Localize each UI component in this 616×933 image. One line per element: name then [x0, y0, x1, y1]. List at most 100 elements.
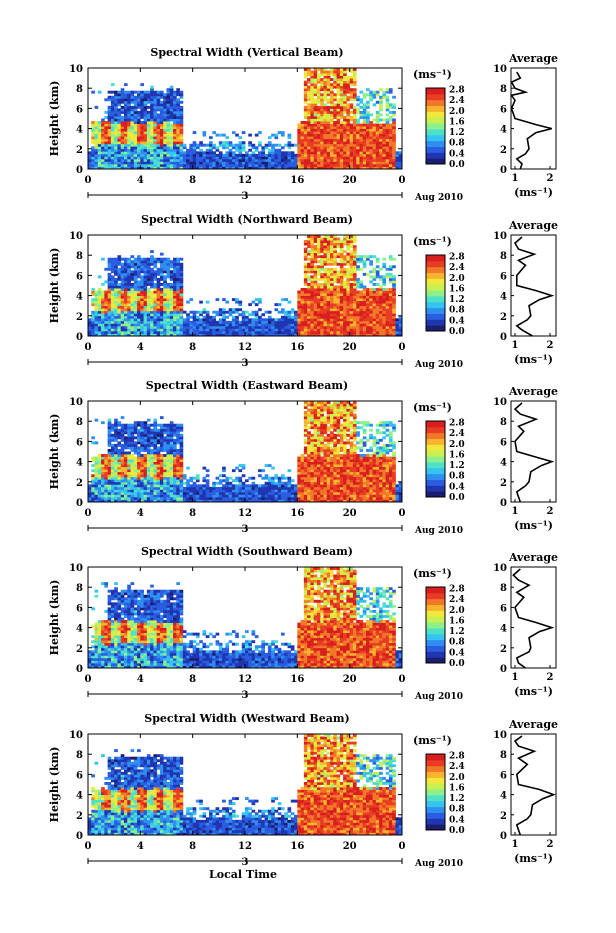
heatmap-cell: [206, 321, 210, 324]
heatmap-cell: [353, 124, 357, 127]
heatmap-cell: [346, 131, 350, 134]
heatmap-cell: [157, 331, 161, 334]
heatmap-cell: [379, 101, 383, 104]
heatmap-cell: [353, 78, 357, 81]
heatmap-cell: [144, 116, 148, 119]
heatmap-cell: [127, 439, 131, 442]
heatmap-cell: [117, 98, 121, 101]
heatmap-cell: [176, 111, 180, 114]
heatmap-cell: [327, 139, 331, 142]
heatmap-cell: [307, 313, 311, 316]
heatmap-cell: [114, 124, 118, 127]
heatmap-cell: [88, 494, 92, 497]
heatmap-cell: [170, 293, 174, 296]
heatmap-cell: [346, 245, 350, 248]
heatmap-cell: [314, 154, 318, 157]
heatmap-cell: [327, 238, 331, 241]
heatmap-cell: [131, 318, 135, 321]
heatmap-cell: [167, 151, 171, 154]
heatmap-cell: [304, 146, 308, 149]
heatmap-cell: [153, 303, 157, 306]
heatmap-cell: [131, 328, 135, 331]
heatmap-cell: [193, 154, 197, 157]
heatmap-cell: [104, 159, 108, 162]
heatmap-cell: [121, 258, 125, 261]
heatmap-cell: [157, 484, 161, 487]
heatmap-cell: [114, 482, 118, 485]
heatmap-cell: [124, 439, 128, 442]
heatmap-cell: [108, 129, 112, 132]
heatmap-cell: [183, 154, 187, 157]
heatmap-cell: [350, 141, 354, 144]
heatmap-cell: [108, 126, 112, 129]
heatmap-cell: [314, 331, 318, 334]
heatmap-cell: [340, 129, 344, 132]
heatmap-cell: [137, 131, 141, 134]
heatmap-cell: [91, 474, 95, 477]
heatmap-cell: [245, 159, 249, 162]
heatmap-cell: [376, 126, 380, 129]
heatmap-cell: [173, 275, 177, 278]
heatmap-cell: [389, 156, 393, 159]
heatmap-cell: [304, 296, 308, 299]
heatmap-cell: [356, 159, 360, 162]
heatmap-cell: [330, 101, 334, 104]
heatmap-cell: [114, 103, 118, 106]
heatmap-cell: [350, 286, 354, 289]
heatmap-cell: [137, 263, 141, 266]
heatmap-cells: [88, 68, 402, 169]
heatmap-cell: [346, 86, 350, 89]
heatmap-cell: [163, 286, 167, 289]
heatmap-cell: [238, 149, 242, 152]
heatmap-cell: [209, 141, 213, 144]
heatmap-cell: [291, 316, 295, 319]
heatmap-cell: [140, 278, 144, 281]
heatmap-cell: [337, 156, 341, 159]
heatmap-cell: [144, 449, 148, 452]
heatmap-cell: [324, 119, 328, 122]
heatmap-cell: [108, 497, 112, 500]
heatmap-cell: [343, 151, 347, 154]
heatmap-cell: [206, 328, 210, 331]
heatmap-cell: [121, 474, 125, 477]
heatmap-cell: [324, 124, 328, 127]
heatmap-cell: [153, 286, 157, 289]
heatmap-cell: [131, 477, 135, 480]
heatmap-cell: [337, 323, 341, 326]
heatmap-cell: [124, 263, 128, 266]
heatmap-cell: [268, 316, 272, 319]
heatmap-cell: [242, 323, 246, 326]
heatmap-cell: [140, 479, 144, 482]
heatmap-cell: [163, 121, 167, 124]
heatmap-cell: [209, 164, 213, 167]
heatmap-cell: [111, 301, 115, 304]
heatmap-cell: [101, 316, 105, 319]
heatmap-cell: [288, 134, 292, 137]
heatmap-cell: [147, 156, 151, 159]
heatmap-cell: [327, 283, 331, 286]
heatmap-cell: [95, 419, 99, 422]
heatmap-cell: [304, 71, 308, 74]
heatmap-cell: [144, 98, 148, 101]
heatmap-cell: [137, 103, 141, 106]
heatmap-cell: [327, 129, 331, 132]
heatmap-cell: [359, 291, 363, 294]
heatmap-cell: [167, 308, 171, 311]
heatmap-cell: [317, 134, 321, 137]
heatmap-cell: [346, 326, 350, 329]
heatmap-cell: [386, 291, 390, 294]
heatmap-cell: [353, 96, 357, 99]
heatmap-cell: [134, 159, 138, 162]
heatmap-cell: [366, 124, 370, 127]
heatmap-cell: [379, 113, 383, 116]
heatmap-cell: [320, 106, 324, 109]
heatmap-cell: [369, 306, 373, 309]
heatmap-cell: [294, 156, 298, 159]
heatmap-cell: [373, 119, 377, 122]
heatmap-cell: [157, 452, 161, 455]
heatmap-cell: [140, 474, 144, 477]
heatmap-cell: [127, 436, 131, 439]
heatmap-cell: [353, 311, 357, 314]
heatmap-cell: [222, 331, 226, 334]
heatmap-cell: [333, 291, 337, 294]
